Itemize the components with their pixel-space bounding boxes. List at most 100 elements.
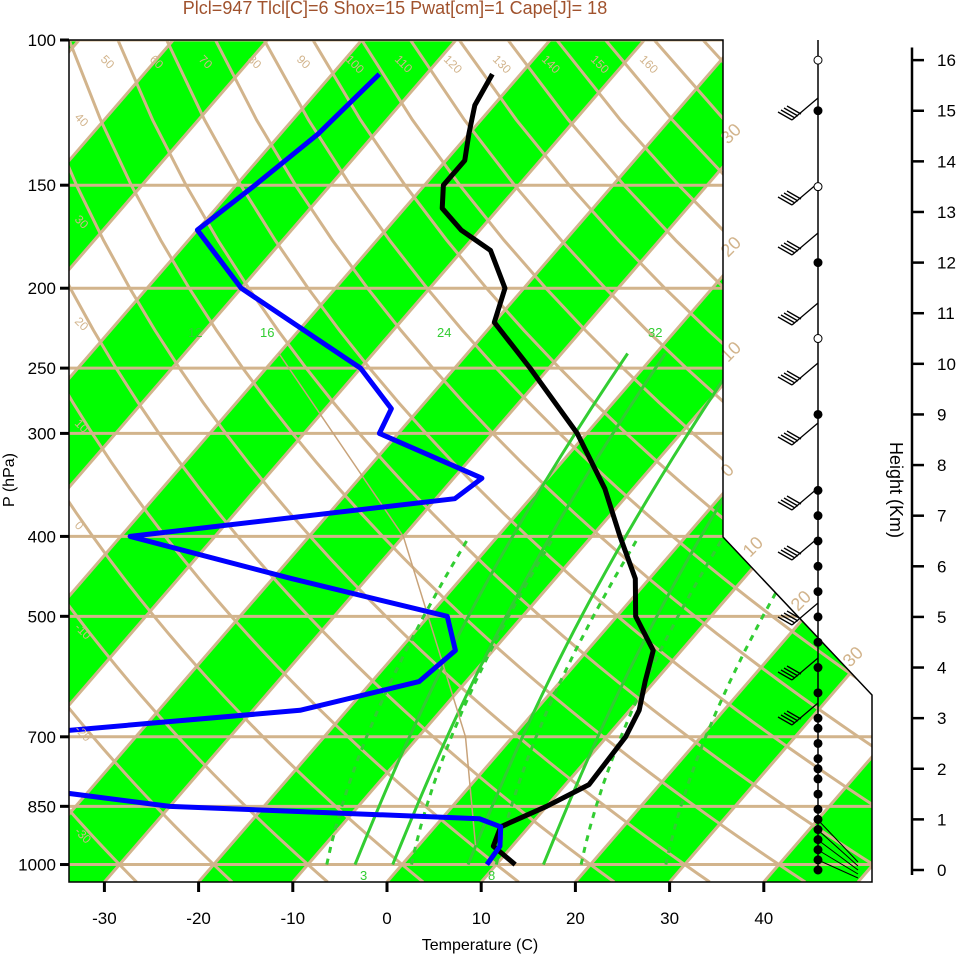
wind-barb	[817, 849, 859, 875]
dry-adiabat-line	[69, 40, 138, 882]
height-marker	[813, 804, 823, 814]
height-tick-label: 8	[937, 456, 946, 475]
dry-adiabat-label: 20	[717, 233, 745, 261]
mixing-ratio-label: 3	[360, 868, 367, 883]
height-marker	[813, 511, 823, 521]
wind-barb	[777, 302, 819, 326]
height-tick-label: 7	[937, 507, 946, 526]
height-marker	[813, 587, 823, 597]
isotherm-line	[69, 40, 552, 882]
dry-adiabat-line	[69, 40, 234, 882]
wind-barb	[777, 232, 819, 256]
moist-adiabat-line	[466, 352, 742, 866]
height-tick-label: 5	[937, 608, 946, 627]
dry-adiabat-line	[69, 40, 616, 882]
isotherm-line	[69, 40, 740, 882]
dewpoint-line	[69, 72, 504, 866]
wind-barb	[777, 702, 819, 726]
height-marker	[813, 637, 823, 647]
isotherm-line	[69, 40, 458, 882]
isotherm-line	[69, 40, 363, 882]
moist-adiabat-line	[542, 352, 818, 866]
dry-adiabat-label: 10	[739, 533, 767, 561]
height-marker	[813, 865, 823, 875]
dry-adiabat-line	[165, 40, 872, 882]
parcel-trace-line	[278, 353, 477, 846]
height-tick-label: 14	[937, 152, 956, 171]
x-axis-label: Temperature (C)	[422, 937, 538, 954]
temperature-tick-label: 40	[754, 909, 773, 928]
height-marker	[813, 738, 823, 748]
height-marker	[813, 409, 823, 419]
mixing-ratio-line	[325, 535, 471, 865]
height-marker	[813, 485, 823, 495]
height-tick-label: 3	[937, 709, 946, 728]
height-marker	[813, 612, 823, 622]
wind-barb	[777, 182, 819, 206]
mixing-ratio-label: 8	[488, 868, 495, 883]
wind-barb	[777, 487, 819, 511]
height-marker	[813, 561, 823, 571]
wind-barb	[817, 839, 859, 871]
wind-barb	[777, 602, 819, 626]
y-axis-label: P (hPa)	[1, 453, 18, 507]
height-marker	[813, 855, 823, 865]
pressure-tick-label: 300	[28, 424, 56, 443]
isotherm-label: 120	[441, 52, 465, 76]
temperature-tick-label: 30	[660, 909, 679, 928]
isotherm-line	[762, 40, 872, 882]
temperature-tick-label: -30	[92, 909, 117, 928]
height-tick-label: 0	[937, 861, 946, 880]
mixing-ratio-line	[410, 535, 556, 865]
mixing-ratio-label: 16	[260, 325, 274, 340]
height-tick-label: 15	[937, 102, 956, 121]
dry-adiabat-label: 20	[787, 587, 815, 615]
dry-adiabat-line	[262, 40, 872, 882]
dry-adiabat-line	[69, 40, 520, 882]
height-tick-label: 11	[937, 304, 955, 323]
isotherm-label: 130	[490, 52, 514, 76]
dry-adiabat-line	[69, 40, 329, 882]
dry-adiabat-line	[214, 40, 872, 882]
dry-adiabat-line	[69, 40, 425, 882]
isotherm-line	[69, 40, 269, 882]
mixing-ratio-line	[579, 535, 725, 865]
isotherm-label: 90	[294, 52, 314, 72]
mixing-ratio-label: 24	[437, 325, 451, 340]
isotherm-label: 160	[637, 52, 661, 76]
dry-adiabat-line	[409, 40, 872, 882]
height-marker	[813, 774, 823, 784]
pressure-tick-label: 500	[28, 607, 56, 626]
dry-adiabat-line	[360, 40, 872, 882]
chart-title: Plcl=947 Tlcl[C]=6 Shox=15 Pwat[cm]=1 Ca…	[182, 0, 608, 18]
height-marker	[813, 688, 823, 698]
dry-adiabat-label: 0	[717, 460, 738, 481]
plot-border	[68, 39, 873, 883]
isotherm-line	[668, 40, 872, 882]
mixing-ratio-label: 12	[188, 325, 202, 340]
isotherm-label: 50	[98, 52, 118, 72]
temperature-line	[439, 72, 656, 867]
height-marker	[813, 713, 823, 723]
height-marker	[813, 258, 823, 268]
height-tick-label: 2	[937, 760, 946, 779]
height-tick-label: 12	[937, 254, 956, 273]
height-tick-label: 13	[937, 203, 956, 222]
dry-adiabat-line	[69, 40, 807, 882]
height-marker	[813, 55, 823, 65]
pressure-tick-label: 250	[28, 359, 56, 378]
temperature-tick-label: 0	[382, 909, 391, 928]
temperature-tick-label: -20	[186, 909, 211, 928]
wind-barb	[777, 657, 819, 681]
green-isotherm-band	[763, 40, 872, 882]
height-marker	[813, 106, 823, 116]
height-marker	[813, 536, 823, 546]
isotherm-line	[103, 40, 834, 882]
dry-adiabat-line	[750, 40, 872, 882]
pressure-tick-label: 200	[28, 279, 56, 298]
height-marker	[813, 754, 823, 764]
height-marker	[813, 334, 823, 344]
mixing-ratio-line	[664, 535, 810, 865]
pressure-tick-label: 150	[28, 176, 56, 195]
